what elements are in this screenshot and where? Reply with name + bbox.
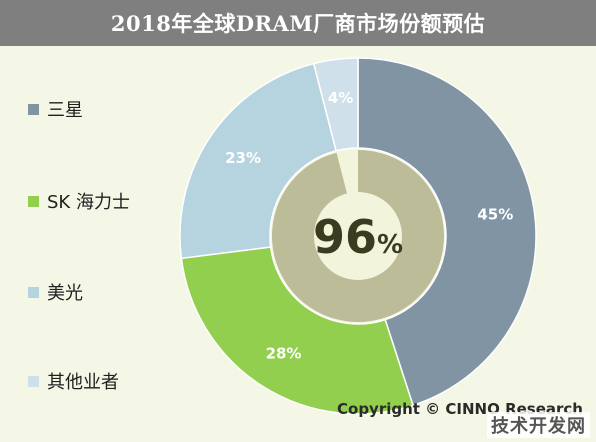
center-value-unit: % [377, 230, 403, 260]
legend-item-micron: 美光 [28, 279, 83, 305]
slice-label-skhynix: 28% [266, 344, 302, 362]
slice-samsung [357, 57, 537, 407]
legend-label-micron: 美光 [47, 283, 83, 304]
legend-swatch-others [28, 375, 39, 387]
slice-others [312, 57, 359, 152]
slice-label-samsung: 45% [477, 205, 513, 223]
legend-label-samsung: 三星 [47, 100, 83, 121]
title-bar: 2018年全球DRAM厂商市场份额预估 [0, 0, 596, 46]
slice-label-micron: 23% [225, 149, 261, 167]
slice-micron [179, 62, 338, 260]
chart-title: 2018年全球DRAM厂商市场份额预估 [110, 11, 486, 36]
center-value-number: 96 [313, 210, 377, 264]
center-value: 96% [313, 210, 403, 264]
legend-swatch-skhynix [28, 195, 39, 207]
inner-hole [314, 192, 402, 280]
watermark: 技术开发网 [487, 412, 590, 438]
slice-skhynix [180, 246, 414, 415]
legend-label-skhynix: SK 海力士 [47, 192, 130, 213]
legend-item-samsung: 三星 [28, 96, 83, 122]
slice-label-others: 4% [328, 89, 353, 107]
legend-item-others: 其他业者 [28, 368, 119, 394]
legend-swatch-micron [28, 286, 39, 298]
legend-label-others: 其他业者 [47, 372, 119, 393]
legend-item-skhynix: SK 海力士 [28, 188, 130, 214]
legend-swatch-samsung [28, 103, 39, 115]
